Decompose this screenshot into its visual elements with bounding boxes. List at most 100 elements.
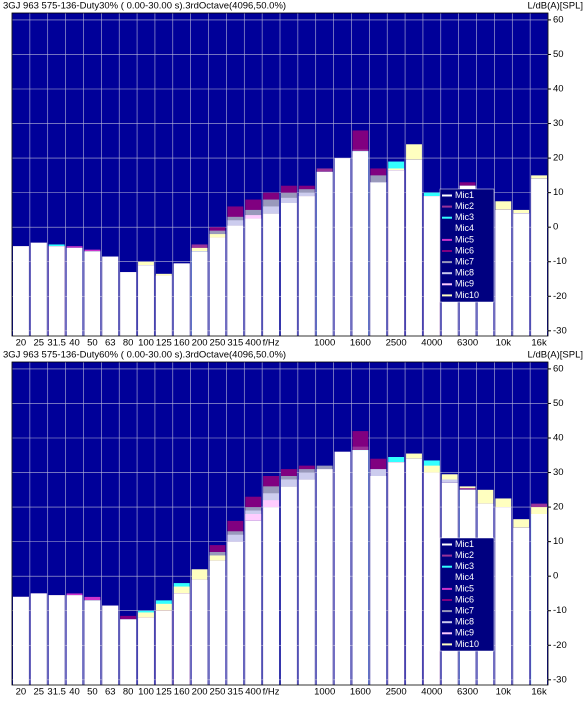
- chart-title: 3GJ 963 575-136-Duty30% ( 0.00-30.00 s).…: [3, 1, 286, 12]
- bar: [84, 251, 101, 336]
- x-tick-label: 25: [34, 687, 45, 698]
- x-tick-label: 400: [245, 687, 261, 698]
- y-tick-label: -10: [553, 605, 567, 616]
- x-tick-label: 250: [210, 338, 226, 349]
- legend-label: Mic1: [455, 190, 474, 200]
- bar: [531, 514, 547, 685]
- y-tick-label: -30: [553, 674, 567, 685]
- y-tick-label: 60: [553, 363, 564, 374]
- x-tick-label: 2500: [386, 338, 407, 349]
- legend-label: Mic1: [455, 539, 474, 549]
- bar: [66, 247, 83, 336]
- bar: [316, 469, 333, 685]
- x-tick-label: 10k: [496, 687, 512, 698]
- bar: [513, 213, 530, 336]
- legend-label: Mic9: [455, 628, 474, 638]
- bar: [191, 579, 208, 685]
- x-tick-label: 25: [34, 338, 45, 349]
- x-tick-label: 160: [174, 338, 190, 349]
- legend-label: Mic6: [455, 245, 474, 255]
- plot-frame: [11, 361, 549, 686]
- bar: [495, 507, 512, 685]
- plot-frame: [11, 12, 549, 337]
- x-tick-label: 10k: [496, 338, 512, 349]
- legend-label: Mic3: [455, 561, 474, 571]
- bar: [316, 171, 333, 336]
- chart-panel: 3GJ 963 575-136-Duty60% ( 0.00-30.00 s).…: [3, 350, 583, 698]
- x-tick-label: 6300: [457, 338, 478, 349]
- bar: [281, 486, 297, 685]
- bar: [531, 178, 547, 336]
- y-tick-label: 50: [553, 49, 564, 60]
- x-tick-label: 4000: [421, 687, 442, 698]
- legend-label: Mic6: [455, 594, 474, 604]
- x-tick-label: 16k: [531, 687, 547, 698]
- bar: [406, 159, 422, 336]
- legend-label: Mic5: [455, 234, 474, 244]
- legend-label: Mic2: [455, 201, 474, 211]
- bar: [495, 209, 512, 336]
- bar: [102, 605, 119, 685]
- x-tick-label: 1000: [314, 687, 335, 698]
- y-tick-label: 10: [553, 536, 564, 547]
- y-tick-label: 40: [553, 433, 564, 444]
- x-tick-label: 40: [69, 338, 80, 349]
- bar: [334, 158, 351, 336]
- bar: [155, 610, 172, 685]
- x-tick-label: 63: [105, 338, 116, 349]
- legend-label: Mic2: [455, 550, 474, 560]
- y-axis-label: L/dB(A)[SPL]: [528, 1, 583, 12]
- x-tick-label: 1000: [314, 338, 335, 349]
- legend-label: Mic4: [455, 572, 474, 582]
- legend-box: [439, 188, 495, 303]
- bar: [263, 213, 279, 336]
- x-tick-label: 1600: [350, 687, 371, 698]
- bar: [48, 595, 65, 685]
- bar: [209, 560, 226, 685]
- bar: [298, 479, 315, 685]
- legend-label: Mic8: [455, 268, 474, 278]
- y-tick-label: -20: [553, 640, 567, 651]
- bar: [370, 182, 387, 336]
- x-tick-label: 2500: [386, 687, 407, 698]
- y-tick-label: 40: [553, 84, 564, 95]
- x-tick-label: 315: [227, 687, 243, 698]
- bar: [352, 450, 369, 685]
- legend-label: Mic8: [455, 617, 474, 627]
- bar: [245, 218, 262, 336]
- bar: [227, 541, 244, 685]
- x-tick-label: 1600: [350, 338, 371, 349]
- bar: [191, 251, 208, 336]
- x-tick-label: 125: [156, 687, 172, 698]
- legend-label: Mic5: [455, 583, 474, 593]
- legend-label: Mic4: [455, 223, 474, 233]
- y-tick-label: 10: [553, 187, 564, 198]
- y-tick-label: 0: [553, 571, 558, 582]
- bar: [245, 520, 262, 685]
- bar: [66, 595, 83, 685]
- bar: [13, 596, 29, 685]
- bar: [423, 196, 440, 336]
- x-tick-label: 400: [245, 338, 261, 349]
- legend-label: Mic3: [455, 212, 474, 222]
- x-axis-label: f/Hz: [263, 687, 280, 698]
- bar: [406, 458, 422, 685]
- bar: [138, 617, 154, 685]
- y-tick-label: -20: [553, 291, 567, 302]
- x-tick-label: 100: [138, 338, 154, 349]
- bar: [263, 507, 279, 685]
- x-tick-label: 200: [192, 338, 208, 349]
- bar: [281, 203, 297, 336]
- bar: [138, 265, 154, 336]
- x-tick-label: 20: [16, 687, 27, 698]
- y-tick-label: 0: [553, 222, 558, 233]
- x-tick-label: 80: [123, 338, 134, 349]
- legend-label: Mic7: [455, 256, 474, 266]
- bar: [298, 196, 315, 336]
- y-tick-label: 60: [553, 14, 564, 25]
- bar: [423, 472, 440, 685]
- bar: [13, 246, 29, 336]
